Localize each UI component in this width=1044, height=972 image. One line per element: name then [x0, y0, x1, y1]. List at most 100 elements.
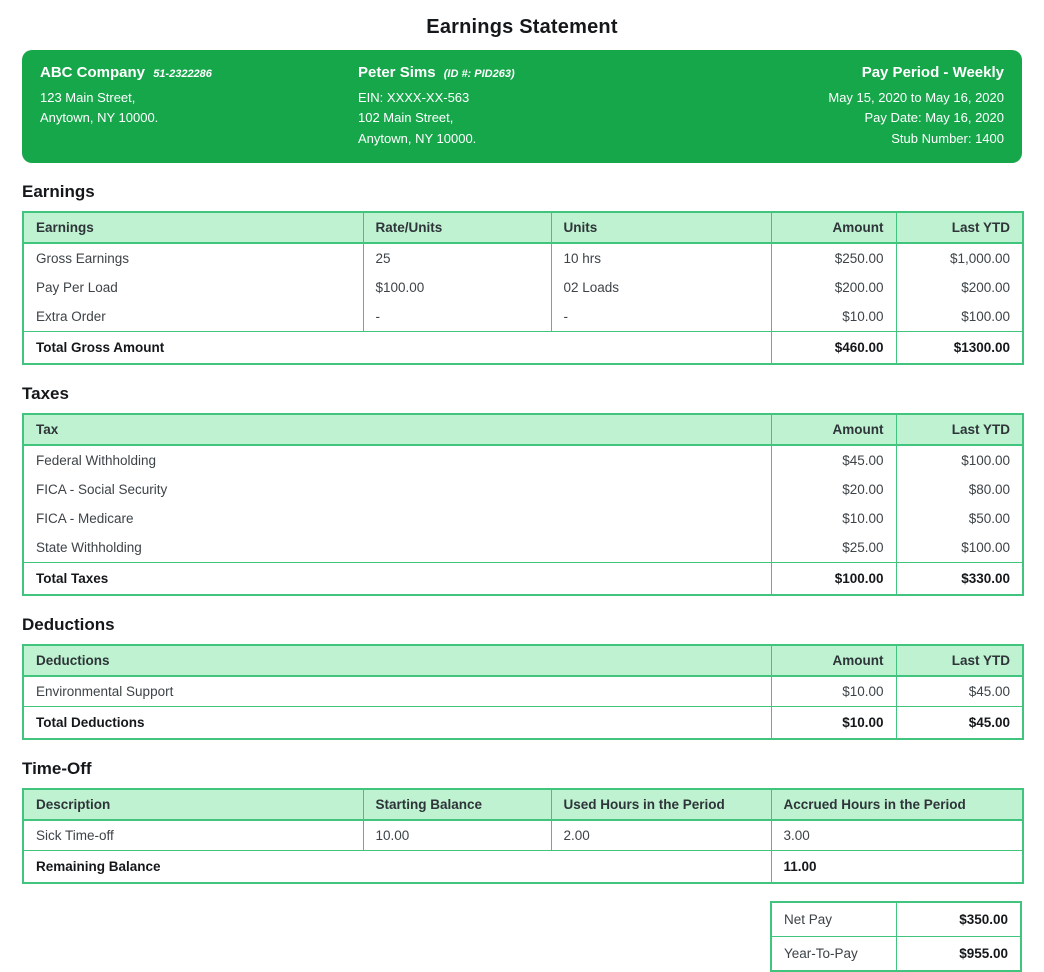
column-header: Accrued Hours in the Period	[770, 788, 1023, 821]
deductions-header-row: Deductions Amount Last YTD	[23, 644, 1023, 677]
total-label: Remaining Balance	[23, 849, 771, 883]
tax-amount: $25.00	[770, 532, 896, 563]
earning-amount: $10.00	[770, 301, 896, 332]
total-amount: $460.00	[770, 330, 896, 364]
total-label: Total Deductions	[23, 705, 771, 739]
tax-last-ytd: $80.00	[895, 474, 1023, 504]
tax-amount: $10.00	[770, 503, 896, 533]
employee-address-line2: Anytown, NY 10000.	[358, 130, 477, 146]
column-header: Rate/Units	[362, 211, 551, 244]
employee-id: (ID #: PID263)	[443, 68, 515, 80]
deduction-name: Environmental Support	[36, 683, 174, 699]
table-row: FICA - Social Security $20.00 $80.00	[23, 474, 1023, 504]
year-to-pay-value: $955.00	[895, 935, 1022, 972]
earning-amount: $200.00	[770, 272, 896, 302]
employee-address-line1: 102 Main Street,	[358, 110, 454, 126]
column-header: Amount	[770, 644, 896, 677]
taxes-total-row: Total Taxes $100.00 $330.00	[23, 561, 1023, 595]
tax-amount: $45.00	[770, 444, 896, 475]
column-header: Units	[550, 211, 771, 244]
company-name-line: ABC Company 51-2322286	[40, 64, 358, 81]
column-header: Amount	[770, 211, 896, 244]
column-header: Used Hours in the Period	[550, 788, 771, 821]
column-header: Tax	[23, 413, 771, 446]
column-header: Deductions	[23, 644, 771, 677]
earning-units: 10 hrs	[550, 242, 771, 273]
taxes-header-row: Tax Amount Last YTD	[23, 413, 1023, 446]
column-header: Last YTD	[895, 644, 1023, 677]
earning-rate: -	[362, 301, 551, 332]
summary-row: Year-To-Pay $955.00	[770, 935, 1022, 972]
company-info: ABC Company 51-2322286 123 Main Street, …	[40, 64, 358, 147]
time-off-used-hours: 2.00	[550, 819, 771, 851]
total-last-ytd: $330.00	[895, 561, 1023, 595]
tax-amount: $20.00	[770, 474, 896, 504]
column-header: Earnings	[23, 211, 363, 244]
total-amount: $100.00	[770, 561, 896, 595]
stub-number: Stub Number: 1400	[891, 130, 1004, 146]
total-amount: $10.00	[770, 705, 896, 739]
taxes-section-heading: Taxes	[22, 383, 69, 403]
tax-name: FICA - Social Security	[36, 481, 168, 497]
earning-rate: 25	[362, 242, 551, 273]
tax-last-ytd: $50.00	[895, 503, 1023, 533]
company-tax-id: 51-2322286	[153, 68, 212, 80]
earning-last-ytd: $100.00	[895, 301, 1023, 332]
earnings-header-row: Earnings Rate/Units Units Amount Last YT…	[23, 211, 1023, 244]
total-label: Total Gross Amount	[23, 330, 771, 364]
column-header: Last YTD	[895, 211, 1023, 244]
earning-last-ytd: $200.00	[895, 272, 1023, 302]
deduction-last-ytd: $45.00	[895, 675, 1023, 707]
company-name: ABC Company	[40, 64, 146, 81]
table-row: Extra Order - - $10.00 $100.00	[23, 301, 1023, 332]
employee-name-line: Peter Sims (ID #: PID263)	[358, 64, 704, 81]
pay-period-info: Pay Period - Weekly May 15, 2020 to May …	[704, 64, 1004, 147]
net-pay-value: $350.00	[895, 901, 1022, 937]
summary-row: Net Pay $350.00	[770, 901, 1022, 937]
tax-name: State Withholding	[36, 539, 142, 555]
table-row: Sick Time-off 10.00 2.00 3.00	[23, 819, 1023, 851]
total-last-ytd: $1300.00	[895, 330, 1023, 364]
employee-info: Peter Sims (ID #: PID263) EIN: XXXX-XX-5…	[358, 64, 704, 147]
earning-rate: $100.00	[362, 272, 551, 302]
deductions-total-row: Total Deductions $10.00 $45.00	[23, 705, 1023, 739]
total-last-ytd: $45.00	[895, 705, 1023, 739]
time-off-table: Description Starting Balance Used Hours …	[22, 787, 1024, 884]
tax-last-ytd: $100.00	[895, 532, 1023, 563]
earnings-statement-page: Earnings Statement ABC Company 51-232228…	[0, 16, 1044, 972]
earnings-table: Earnings Rate/Units Units Amount Last YT…	[22, 210, 1024, 365]
earning-units: 02 Loads	[550, 272, 771, 302]
column-header: Last YTD	[895, 413, 1023, 446]
table-row: Environmental Support $10.00 $45.00	[23, 675, 1023, 707]
table-row: Federal Withholding $45.00 $100.00	[23, 444, 1023, 475]
earning-name: Pay Per Load	[36, 279, 118, 295]
time-off-starting-balance: 10.00	[362, 819, 551, 851]
remaining-balance-value: 11.00	[770, 849, 1023, 883]
total-label: Total Taxes	[23, 561, 771, 595]
tax-name: FICA - Medicare	[36, 510, 134, 526]
earnings-total-row: Total Gross Amount $460.00 $1300.00	[23, 330, 1023, 364]
pay-period-range: May 15, 2020 to May 16, 2020	[828, 90, 1004, 105]
time-off-description: Sick Time-off	[36, 827, 114, 843]
company-address-line1: 123 Main Street,	[40, 90, 136, 105]
net-pay-label: Net Pay	[770, 901, 897, 937]
column-header: Starting Balance	[362, 788, 551, 821]
header-banner: ABC Company 51-2322286 123 Main Street, …	[22, 50, 1022, 163]
pay-date: Pay Date: May 16, 2020	[864, 110, 1004, 126]
column-header: Amount	[770, 413, 896, 446]
earning-name: Gross Earnings	[36, 250, 130, 266]
net-pay-summary-table: Net Pay $350.00 Year-To-Pay $955.00	[770, 900, 1022, 972]
table-row: Gross Earnings 25 10 hrs $250.00 $1,000.…	[23, 242, 1023, 273]
employee-ein: EIN: XXXX-XX-563	[358, 90, 470, 105]
column-header: Description	[23, 788, 363, 821]
pay-period-title: Pay Period - Weekly	[861, 64, 1004, 81]
earning-last-ytd: $1,000.00	[895, 242, 1023, 273]
company-address-line2: Anytown, NY 10000.	[40, 110, 159, 126]
earnings-section-heading: Earnings	[22, 181, 95, 201]
time-off-header-row: Description Starting Balance Used Hours …	[23, 788, 1023, 821]
earning-units: -	[550, 301, 771, 332]
earning-amount: $250.00	[770, 242, 896, 273]
time-off-total-row: Remaining Balance 11.00	[23, 849, 1023, 883]
taxes-table: Tax Amount Last YTD Federal Withholding …	[22, 412, 1024, 596]
table-row: Pay Per Load $100.00 02 Loads $200.00 $2…	[23, 272, 1023, 302]
